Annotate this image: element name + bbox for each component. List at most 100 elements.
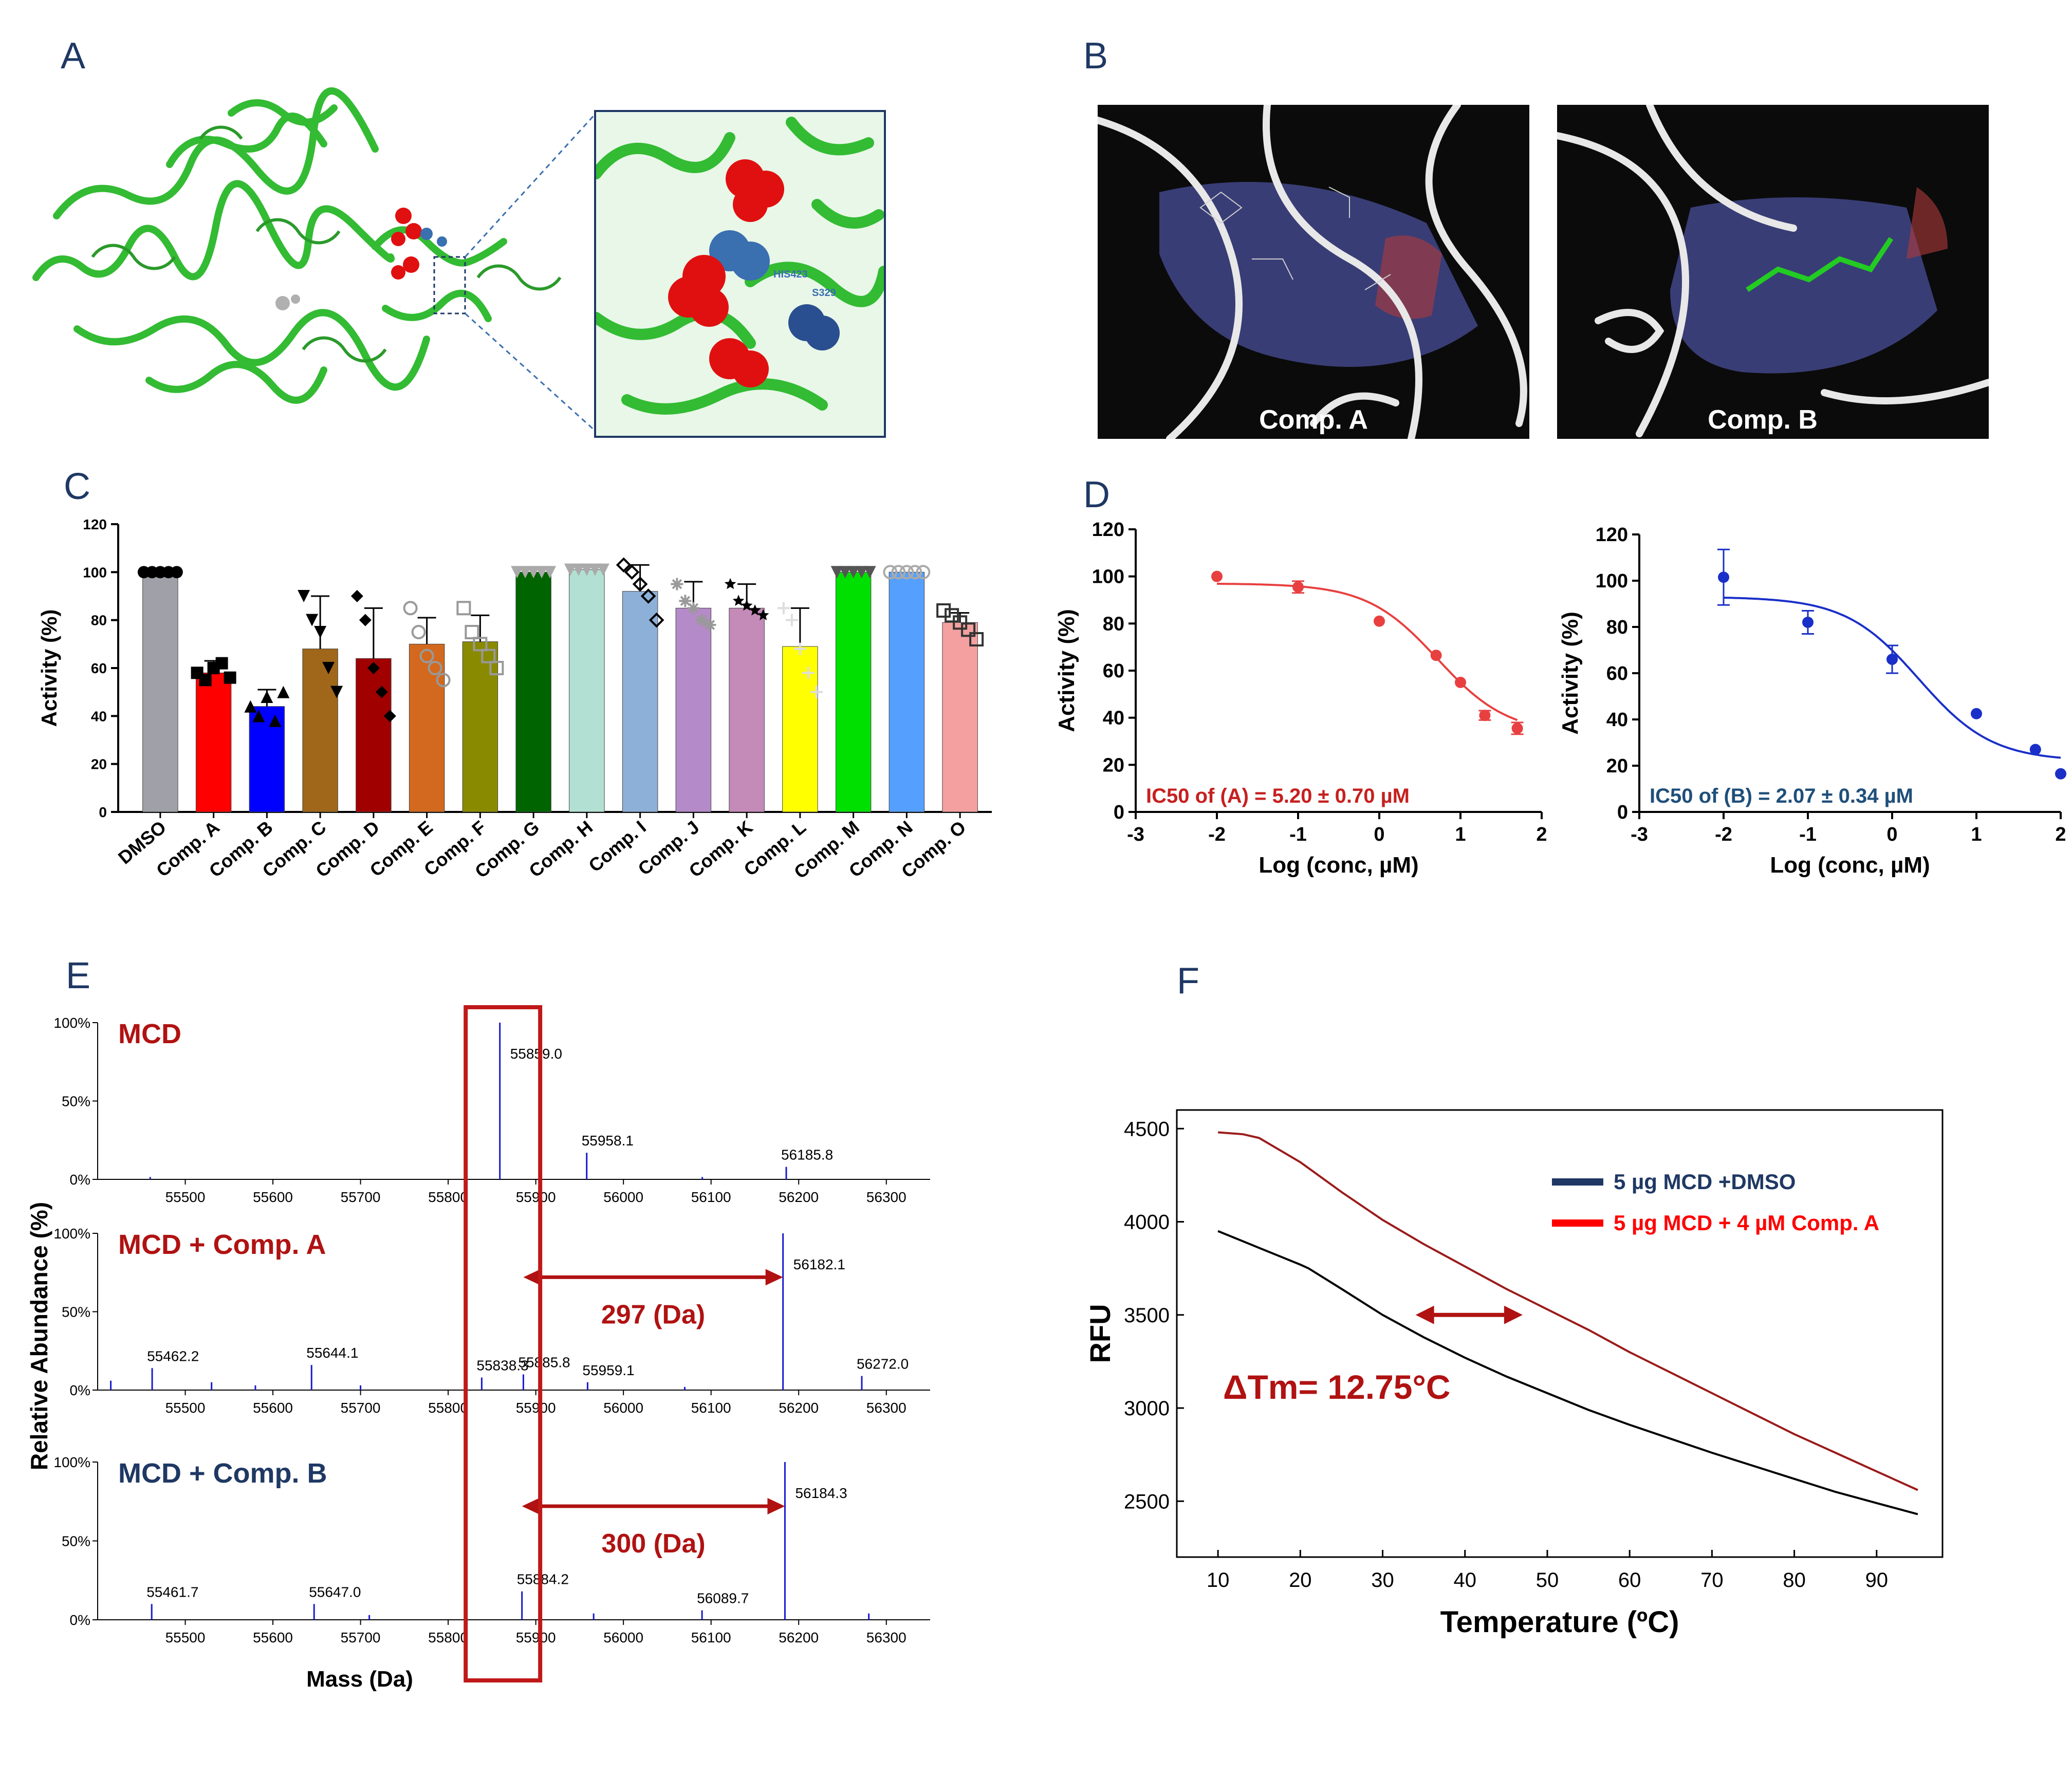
panel-label-f: F bbox=[1177, 960, 1199, 1002]
ic50-annotation: IC50 of (B) = 2.07 ± 0.34 µM bbox=[1650, 785, 1913, 807]
x-tick-label: -3 bbox=[1631, 824, 1648, 845]
shift-arrowhead-right bbox=[767, 1497, 785, 1514]
bar-comp-h bbox=[569, 569, 605, 812]
y-tick-label: 0% bbox=[70, 1612, 90, 1628]
data-point bbox=[969, 632, 984, 646]
data-point bbox=[359, 614, 372, 626]
data-point bbox=[632, 576, 648, 592]
x-tick-label: 56000 bbox=[603, 1400, 643, 1416]
y-axis-label: RFU bbox=[1084, 1304, 1116, 1363]
data-point bbox=[961, 622, 976, 637]
data-point bbox=[624, 564, 640, 580]
data-point bbox=[277, 686, 290, 698]
x-tick-label: 30 bbox=[1371, 1569, 1394, 1592]
tm-arrowhead-right bbox=[1504, 1305, 1523, 1324]
data-point bbox=[1802, 617, 1814, 628]
y-tick-label: 4500 bbox=[1124, 1118, 1170, 1140]
x-tick-label: 0 bbox=[1374, 824, 1384, 845]
x-tick-label: 55700 bbox=[341, 1400, 381, 1416]
y-tick-label: 4000 bbox=[1124, 1211, 1170, 1234]
x-tick-label: 2 bbox=[2055, 824, 2066, 845]
x-tick-label: 56000 bbox=[603, 1630, 643, 1645]
x-tick-label: -1 bbox=[1799, 824, 1817, 845]
data-point bbox=[1211, 570, 1223, 582]
y-tick-label: 100 bbox=[83, 564, 107, 580]
y-tick-label: 40 bbox=[1103, 708, 1124, 729]
data-point bbox=[785, 614, 798, 626]
x-tick-label: 55600 bbox=[253, 1630, 293, 1645]
panel-label-e: E bbox=[66, 955, 91, 996]
dock-caption-comp-a: Comp. A bbox=[1259, 405, 1368, 435]
bar-comp-i bbox=[622, 591, 658, 812]
y-tick-label: 100 bbox=[1596, 570, 1628, 592]
y-axis-label: Activity (%) bbox=[1558, 612, 1583, 735]
y-tick-label: 50% bbox=[62, 1304, 90, 1320]
protein-structure-figure bbox=[32, 87, 597, 433]
data-point bbox=[802, 667, 815, 679]
bar-comp-b bbox=[249, 706, 285, 812]
y-tick-label: 20 bbox=[1103, 754, 1124, 776]
x-tick-label: 56100 bbox=[691, 1189, 731, 1205]
data-point bbox=[527, 566, 540, 579]
dose-response-chart-a: 0 20 40 60 80 100 120 -3 -2 -1 0 1 2 Log (conc, µM) Ac… bbox=[1054, 519, 1547, 878]
y-tick-label: 120 bbox=[1596, 524, 1628, 546]
data-point bbox=[891, 565, 906, 580]
series-line-2 bbox=[1217, 1131, 1918, 1491]
data-point bbox=[215, 657, 228, 670]
data-point bbox=[830, 566, 843, 579]
shift-arrowhead-left bbox=[522, 1497, 540, 1514]
data-point bbox=[298, 590, 310, 602]
peak-label: 55959.1 bbox=[582, 1362, 634, 1378]
y-tick-label: 0 bbox=[1617, 802, 1628, 823]
data-point bbox=[863, 566, 876, 579]
x-tick-label: 55500 bbox=[165, 1189, 206, 1205]
y-axis-label: Relative Abundance (%) bbox=[26, 1202, 52, 1470]
data-point bbox=[640, 588, 656, 604]
data-point bbox=[695, 614, 708, 626]
y-tick-label: 0% bbox=[70, 1382, 90, 1398]
highlight-box bbox=[464, 1005, 543, 1682]
x-tick-label: 10 bbox=[1207, 1569, 1230, 1592]
data-point bbox=[588, 563, 601, 576]
shift-arrowhead-right bbox=[765, 1269, 783, 1286]
y-tick-label: 60 bbox=[1606, 663, 1628, 684]
data-point bbox=[749, 604, 761, 616]
data-point bbox=[724, 578, 736, 589]
data-point bbox=[419, 649, 434, 663]
bar-comp-f bbox=[462, 641, 498, 812]
docking-image-comp-b: Comp. B bbox=[1557, 105, 1989, 439]
bar-comp-d bbox=[356, 658, 392, 812]
x-tick-label: 56100 bbox=[691, 1400, 731, 1416]
x-tick-label: -2 bbox=[1715, 824, 1732, 845]
data-point bbox=[456, 601, 471, 616]
data-point bbox=[261, 691, 273, 703]
peak-label: 55958.1 bbox=[582, 1133, 634, 1149]
y-tick-label: 3500 bbox=[1124, 1304, 1170, 1327]
data-point bbox=[306, 614, 319, 626]
peak-label: 55885.8 bbox=[518, 1355, 570, 1371]
y-tick-label: 3000 bbox=[1124, 1397, 1170, 1420]
protein-cartoon bbox=[32, 87, 507, 404]
residue-label-his423: HIS423 bbox=[773, 269, 808, 280]
data-point bbox=[465, 625, 479, 639]
bar-comp-j bbox=[675, 607, 712, 812]
ligand-spheres bbox=[275, 208, 447, 310]
zoom-region-box bbox=[433, 256, 466, 314]
bar-comp-m bbox=[835, 571, 872, 812]
peak-label: 55884.2 bbox=[517, 1571, 569, 1587]
x-tick-label: 56000 bbox=[603, 1189, 643, 1205]
x-tick-label: -3 bbox=[1127, 824, 1144, 845]
x-tick-label: 1 bbox=[1971, 824, 1982, 845]
bar-dmso bbox=[142, 571, 178, 812]
spectrum-title: MCD + Comp. B bbox=[118, 1458, 327, 1489]
data-point bbox=[1971, 708, 1982, 719]
panel-label-c: C bbox=[64, 466, 90, 507]
x-tick-label: 2 bbox=[1536, 824, 1547, 845]
x-tick-label: 55900 bbox=[516, 1189, 556, 1205]
data-point bbox=[679, 595, 692, 607]
y-tick-label: 0 bbox=[1114, 802, 1124, 823]
data-point bbox=[367, 662, 380, 674]
peak-label: 55462.2 bbox=[147, 1348, 199, 1364]
bar-comp-g bbox=[515, 571, 551, 812]
